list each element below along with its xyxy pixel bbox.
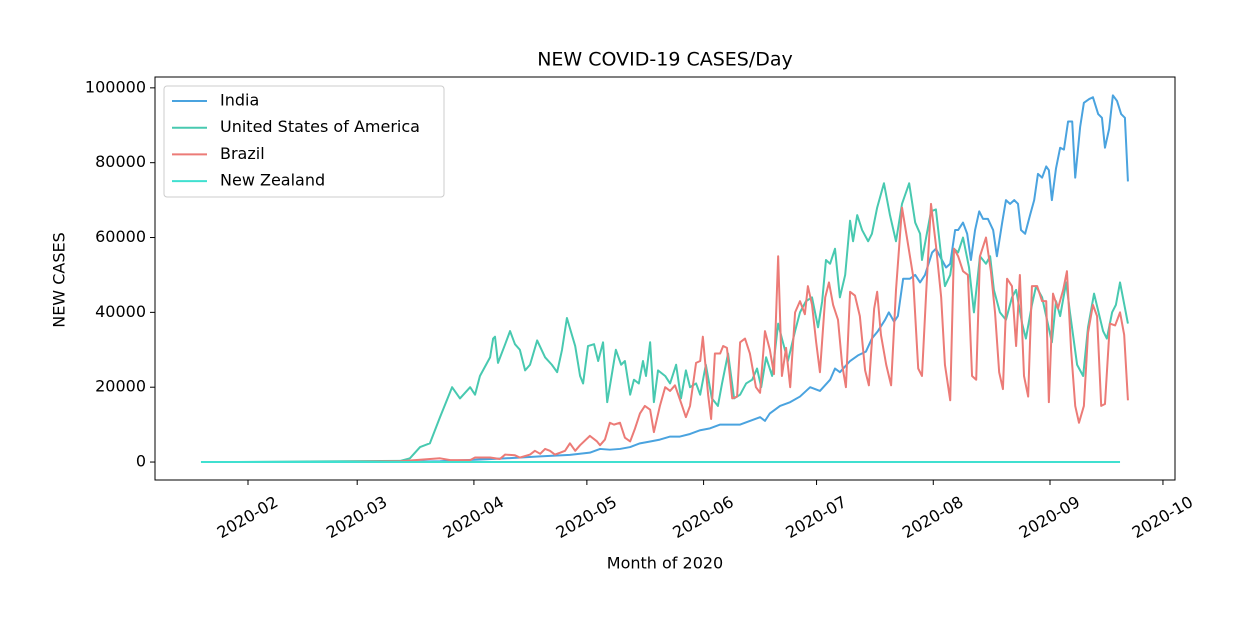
x-axis-label: Month of 2020	[607, 554, 723, 573]
legend: India United States of America Brazil New Z…	[163, 85, 445, 198]
legend-label: India	[220, 91, 259, 110]
y-tick-label: 80000	[95, 152, 146, 171]
legend-label: United States of America	[220, 117, 420, 136]
y-tick-label: 60000	[95, 227, 146, 246]
series-line	[339, 202, 1129, 464]
plot-area	[200, 94, 1129, 464]
y-tick-label: 0	[136, 452, 146, 471]
chart-title: NEW COVID-19 CASES/Day	[537, 49, 793, 71]
legend-label: Brazil	[220, 144, 265, 163]
y-tick-label: 100000	[85, 77, 146, 96]
y-axis-label: NEW CASES	[50, 232, 69, 328]
y-tick-label: 40000	[95, 302, 146, 321]
y-tick-label: 20000	[95, 377, 146, 396]
series-line	[237, 94, 1129, 464]
legend-label: New Zealand	[220, 171, 325, 190]
axes-frame	[154, 76, 1176, 481]
legend-box	[163, 85, 445, 198]
